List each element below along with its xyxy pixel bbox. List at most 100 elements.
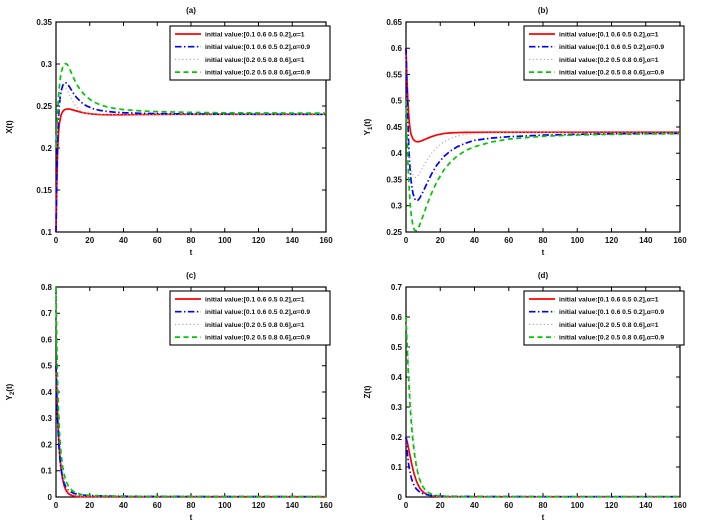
series-line-3: [55, 62, 327, 149]
x-tick-label: 0: [404, 236, 409, 245]
y-tick-label: 0.8: [41, 283, 53, 292]
x-tick-label: 80: [187, 501, 196, 510]
y-tick-label: 0.1: [391, 463, 403, 472]
y-tick-label: 0: [398, 493, 403, 502]
subplot-a: 0 20 40 60 80 100 120 140 160 0.1 0.15 0.2 0.25 0.3 0.…: [0, 0, 357, 264]
x-tick-label: 120: [252, 236, 266, 245]
subplot-title: (b): [538, 6, 549, 15]
x-tick-label: 160: [319, 501, 333, 510]
y-tick-label: 0.6: [391, 44, 403, 53]
legend-label: initial value:[0.2 0.5 0.8 0.6],α=1: [559, 57, 659, 64]
x-tick-label: 40: [470, 236, 479, 245]
x-tick-label: 60: [504, 501, 513, 510]
y-tick-label: 0.1: [41, 228, 53, 237]
y-axis-label: Z(t): [363, 385, 372, 398]
x-axis-label: t: [542, 248, 545, 257]
y-tick-label: 0.3: [41, 60, 53, 69]
series-line-0: [405, 436, 680, 498]
y-tick-label: 0.2: [41, 144, 53, 153]
y-tick-label: 0.4: [391, 149, 403, 158]
legend-label: initial value:[0.1 0.6 0.5 0.2],α=0.9: [205, 309, 310, 316]
legend-box: [169, 25, 331, 81]
y-tick-label: 0.7: [41, 309, 53, 318]
y-tick-label: 0.6: [391, 313, 403, 322]
y-tick-label: 0.5: [391, 97, 403, 106]
legend-box: [169, 290, 331, 346]
legend-label: initial value:[0.1 0.6 0.5 0.2],α=0.9: [559, 44, 664, 51]
y-tick-label: 0.4: [41, 388, 53, 397]
series-line-1: [405, 436, 680, 498]
x-tick-label: 140: [286, 501, 300, 510]
y-tick-label: 0.15: [36, 186, 52, 195]
y-tick-label: 0.7: [391, 283, 403, 292]
legend-label: initial value:[0.1 0.6 0.5 0.2],α=1: [205, 31, 305, 38]
subplot-b: 0 20 40 60 80 100 120 140 160 0.25 0.3 0.35 0.4 0.45 0…: [358, 0, 715, 264]
y-tick-label: 0.6: [41, 335, 53, 344]
subplot-title: (d): [538, 271, 549, 280]
x-tick-label: 100: [218, 501, 232, 510]
x-tick-label: 80: [187, 236, 196, 245]
y-tick-label: 0.2: [41, 440, 53, 449]
y-tick-label: 0.25: [36, 102, 52, 111]
y-axis-label: X(t): [5, 120, 14, 134]
series-line-0: [405, 48, 680, 143]
legend-label: initial value:[0.2 0.5 0.8 0.6],α=1: [559, 322, 659, 329]
series-line-3: [55, 286, 327, 498]
y-tick-label: 0.25: [386, 228, 402, 237]
legend-label: initial value:[0.1 0.6 0.5 0.2],α=1: [559, 31, 659, 38]
x-tick-label: 20: [85, 501, 94, 510]
x-tick-label: 80: [539, 236, 548, 245]
legend-label: initial value:[0.2 0.5 0.8 0.6],α=1: [205, 322, 305, 329]
y-tick-label: 0.5: [41, 362, 53, 371]
y-tick-label: 0.35: [36, 18, 52, 27]
series-line-1: [55, 82, 327, 233]
legend-box: [523, 290, 685, 346]
x-tick-label: 120: [605, 501, 619, 510]
x-tick-label: 160: [673, 501, 687, 510]
legend-label: initial value:[0.1 0.6 0.5 0.2],α=1: [205, 296, 305, 303]
x-tick-label: 140: [639, 501, 653, 510]
legend-label: initial value:[0.1 0.6 0.5 0.2],α=0.9: [205, 44, 310, 51]
x-tick-label: 60: [504, 236, 513, 245]
series-line-3: [405, 100, 681, 232]
y-tick-label: 0.2: [391, 433, 403, 442]
x-tick-label: 20: [85, 236, 94, 245]
subplot-c: 0 20 40 60 80 100 120 140 160 0 0.1 0.2 0.3 0.4 0.5 0.6…: [0, 265, 357, 529]
series-line-0: [55, 365, 326, 498]
y-tick-label: 0.55: [386, 70, 402, 79]
legend-label: initial value:[0.2 0.5 0.8 0.6],α=0.9: [559, 335, 664, 342]
y-tick-label: 0.4: [391, 373, 403, 382]
x-tick-label: 100: [571, 501, 585, 510]
y-tick-label: 0.5: [391, 343, 403, 352]
subplot-c-canvas: 0 20 40 60 80 100 120 140 160 0 0.1 0.2 0.3 0.4 0.5 0.6…: [5, 271, 333, 522]
legend-box: [523, 25, 685, 81]
x-tick-label: 120: [605, 236, 619, 245]
x-tick-label: 120: [252, 501, 266, 510]
legend-label: initial value:[0.2 0.5 0.8 0.6],α=0.9: [205, 70, 310, 77]
y-tick-label: 0.1: [41, 467, 53, 476]
x-tick-label: 60: [153, 236, 162, 245]
legend-label: initial value:[0.2 0.5 0.8 0.6],α=0.9: [205, 335, 310, 342]
x-tick-label: 140: [639, 236, 653, 245]
x-tick-label: 80: [539, 501, 548, 510]
x-tick-label: 40: [119, 236, 128, 245]
series-line-0: [55, 108, 326, 233]
x-axis-label: t: [190, 248, 193, 257]
subplot-d: 0 20 40 60 80 100 120 140 160 0 0.1 0.2 0.3 0.4 0.5 0.6…: [358, 265, 715, 529]
x-axis-label: t: [542, 513, 545, 522]
x-tick-label: 60: [153, 501, 162, 510]
subplot-b-canvas: 0 20 40 60 80 100 120 140 160 0.25 0.3 0.35 0.4 0.45 0…: [363, 6, 687, 257]
y-tick-label: 0.3: [41, 414, 53, 423]
x-tick-label: 100: [218, 236, 232, 245]
x-tick-label: 20: [436, 501, 445, 510]
x-tick-label: 100: [571, 236, 585, 245]
x-tick-label: 0: [54, 236, 59, 245]
x-tick-label: 40: [119, 501, 128, 510]
legend-label: initial value:[0.1 0.6 0.5 0.2],α=0.9: [559, 309, 664, 316]
series-line-1: [405, 48, 681, 202]
y-tick-label: 0: [48, 493, 53, 502]
subplot-d-canvas: 0 20 40 60 80 100 120 140 160 0 0.1 0.2 0.3 0.4 0.5 0.6…: [363, 271, 687, 522]
legend-label: initial value:[0.2 0.5 0.8 0.6],α=0.9: [559, 70, 664, 77]
y-axis-label: Y2(t): [5, 383, 16, 400]
x-tick-label: 160: [319, 236, 333, 245]
